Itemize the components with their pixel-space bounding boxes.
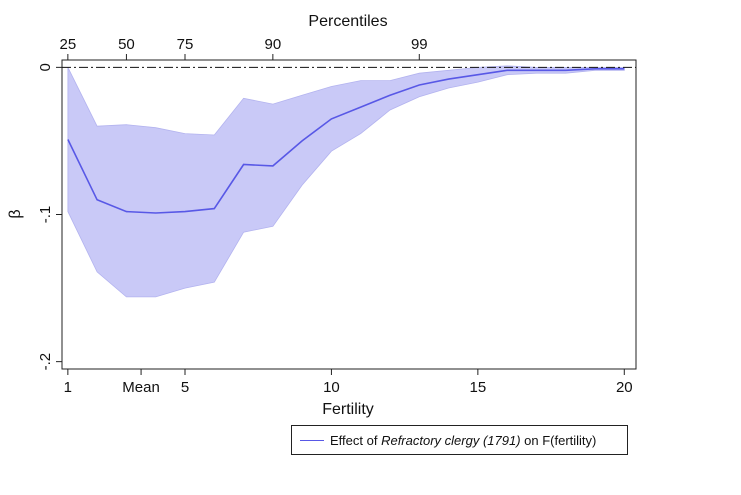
x-axis-title: Fertility <box>322 401 374 418</box>
legend-label-part-2: Refractory clergy (1791) <box>381 432 521 448</box>
top-tick-label: 90 <box>265 36 282 53</box>
y-tick-label: 0 <box>37 63 54 71</box>
y-tick-label: -.2 <box>37 353 54 371</box>
top-axis-title: Percentiles <box>308 13 387 30</box>
top-tick-label: 25 <box>60 36 77 53</box>
confidence-band <box>67 65 625 298</box>
y-axis-title: β <box>7 209 24 218</box>
top-tick-label: 50 <box>118 36 135 53</box>
series-line-layer <box>67 68 625 214</box>
legend-swatch <box>300 439 324 441</box>
y-tick-label: -.1 <box>37 206 54 224</box>
legend: Effect of Refractory clergy (1791) on F(… <box>291 425 628 455</box>
x-tick-label: 15 <box>470 379 487 396</box>
x-tick-label: Mean <box>122 379 160 396</box>
legend-label: Effect of Refractory clergy (1791) on F(… <box>330 433 596 448</box>
x-axis-ticks: 1 Mean 5 10 15 20 <box>64 369 633 396</box>
legend-label-part-1: Effect of <box>330 432 382 448</box>
x-tick-label: 20 <box>616 379 633 396</box>
x-tick-label: 5 <box>181 379 189 396</box>
top-tick-label: 99 <box>411 36 428 53</box>
x-tick-label: 10 <box>323 379 340 396</box>
top-axis-ticks: 25 50 75 90 99 <box>60 36 428 60</box>
series-line <box>67 68 625 214</box>
legend-label-part-3: on F(fertility) <box>520 432 597 448</box>
top-tick-label: 75 <box>177 36 194 53</box>
x-tick-label: 1 <box>64 379 72 396</box>
confidence-band-layer <box>67 65 625 298</box>
y-axis-ticks: 0 -.1 -.2 <box>37 63 62 370</box>
